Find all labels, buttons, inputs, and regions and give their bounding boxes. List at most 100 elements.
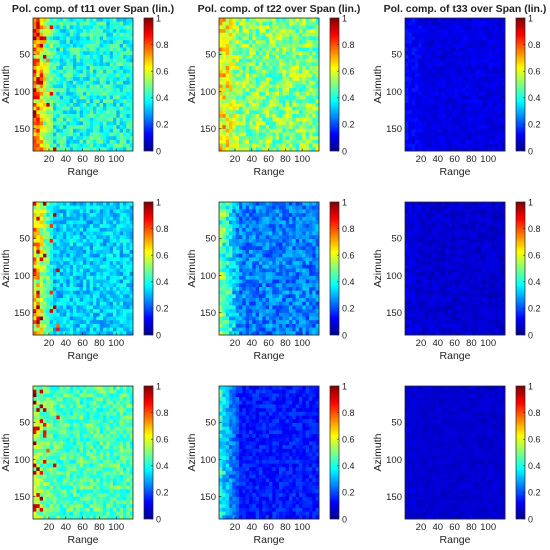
heatmap-cell (106, 102, 111, 108)
heatmap-cell (123, 294, 127, 299)
heatmap-cell (421, 77, 426, 82)
heatmap-cell (119, 99, 124, 104)
heatmap-cell (292, 66, 297, 71)
heatmap-cell (275, 21, 280, 26)
heatmap-cell (478, 125, 483, 130)
heatmap-cell (285, 125, 290, 130)
heatmap-cell (46, 143, 51, 148)
heatmap-cell (73, 242, 77, 247)
heatmap-cell (76, 77, 81, 82)
heatmap-cell (275, 147, 280, 152)
heatmap-cell (106, 143, 111, 148)
heatmap-cell (249, 139, 253, 145)
heatmap-cell (59, 298, 64, 303)
heatmap-cell (405, 32, 409, 37)
heatmap-cell (93, 268, 97, 273)
heatmap-cell (59, 99, 64, 104)
heatmap-cell (93, 202, 97, 207)
heatmap-cell (299, 102, 303, 108)
heatmap-cell (56, 227, 61, 232)
heatmap-cell (66, 316, 71, 321)
heatmap-cell (451, 66, 456, 71)
heatmap-cell (451, 132, 456, 137)
heatmap-cell (295, 257, 300, 262)
heatmap-cell (123, 114, 127, 119)
heatmap-cell (99, 257, 104, 262)
heatmap-cell (116, 21, 121, 26)
heatmap-cell (36, 58, 41, 63)
heatmap-cell (451, 40, 456, 45)
heatmap-cell (269, 47, 273, 52)
heatmap-cell (73, 220, 77, 225)
heatmap-cell (481, 62, 486, 67)
heatmap-cell (315, 66, 320, 71)
heatmap-cell (103, 125, 107, 130)
heatmap-cell (229, 213, 233, 218)
heatmap-cell (49, 143, 54, 148)
heatmap-cell (53, 95, 57, 100)
heatmap-cell (126, 202, 131, 207)
heatmap-cell (249, 36, 253, 41)
y-axis-label: Azimuth (0, 65, 12, 103)
heatmap-cell (109, 77, 114, 82)
heatmap-cell (126, 264, 131, 269)
heatmap-cell (269, 139, 273, 145)
heatmap-cell (465, 36, 469, 41)
heatmap-cell (123, 69, 127, 74)
heatmap-cell (415, 110, 419, 115)
heatmap-cell (428, 62, 433, 67)
heatmap-cell (126, 18, 131, 23)
heatmap-cell (485, 21, 489, 26)
heatmap-cell (249, 205, 253, 210)
heatmap-cell (415, 80, 419, 85)
heatmap-cell (53, 331, 57, 336)
heatmap-cell (103, 62, 107, 67)
heatmap-cell (73, 286, 77, 292)
x-tick-label: 40 (246, 154, 257, 165)
heatmap-cell (242, 213, 247, 218)
heatmap-cell (309, 91, 313, 96)
heatmap-cell (275, 205, 280, 210)
heatmap-cell (63, 47, 67, 52)
heatmap-cell (49, 268, 54, 273)
heatmap-cell (66, 47, 71, 52)
heatmap-cell (315, 54, 320, 60)
heatmap-cell (259, 18, 263, 23)
heatmap-cell (73, 323, 77, 329)
heatmap-cell (421, 32, 426, 37)
heatmap-cell (445, 51, 449, 56)
heatmap-cell (458, 147, 463, 152)
heatmap-cell (73, 268, 77, 273)
heatmap-cell (46, 298, 51, 303)
heatmap-cell (289, 261, 293, 266)
heatmap-cell (123, 205, 127, 210)
heatmap-cell (421, 62, 426, 67)
heatmap-cell (431, 110, 436, 115)
heatmap-cell (49, 58, 54, 63)
heatmap-cell (225, 246, 230, 251)
heatmap-cell (69, 66, 74, 71)
heatmap-cell (415, 106, 419, 111)
heatmap-cell (93, 29, 97, 34)
heatmap-cell (39, 301, 44, 306)
heatmap-cell (39, 235, 44, 240)
heatmap-cell (89, 51, 94, 56)
heatmap-cell (431, 114, 436, 119)
heatmap-cell (59, 227, 64, 232)
heatmap-cell (46, 132, 51, 137)
heatmap-cell (225, 54, 230, 60)
heatmap-cell (46, 125, 51, 130)
heatmap-cell (478, 84, 483, 89)
heatmap-cell (312, 242, 317, 247)
heatmap-cell (56, 253, 61, 258)
heatmap-cell (418, 99, 423, 104)
heatmap-cell (279, 205, 283, 210)
heatmap-cell (292, 40, 297, 45)
heatmap-cell (488, 80, 493, 85)
heatmap-cell (491, 95, 496, 100)
heatmap-cell (302, 51, 307, 56)
heatmap-cell (295, 202, 300, 207)
heatmap-cell (96, 102, 101, 108)
colorbar-tick-label: 0.4 (156, 277, 169, 287)
heatmap-cell (408, 54, 413, 60)
